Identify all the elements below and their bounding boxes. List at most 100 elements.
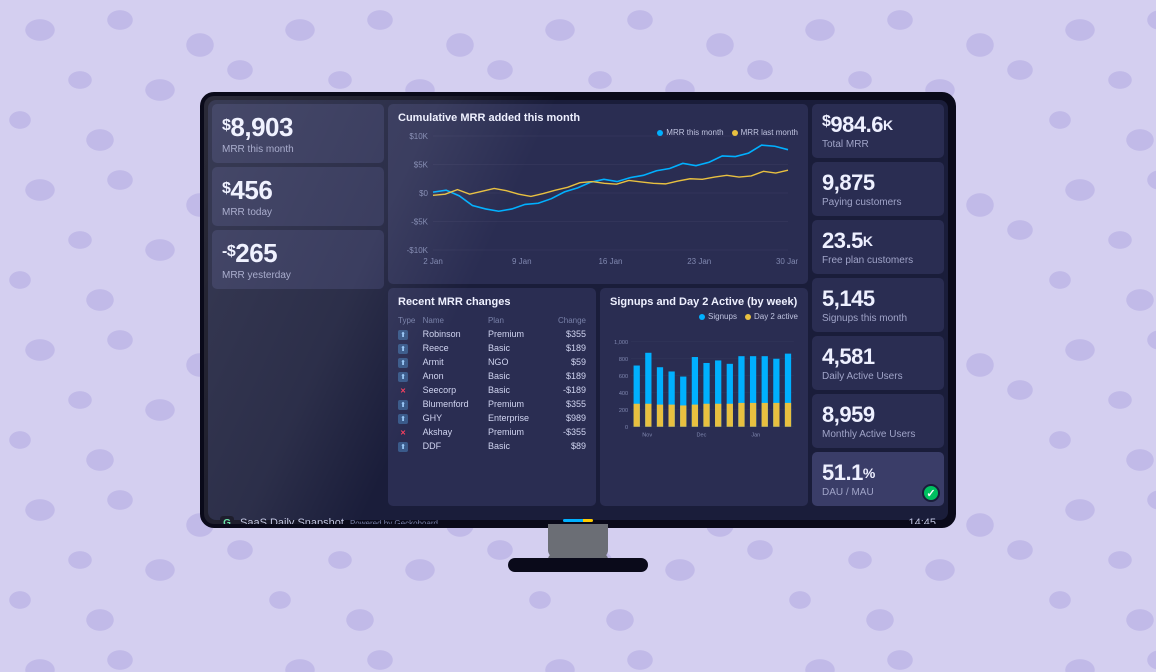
stat-value: -$265 [222, 238, 374, 269]
bar-chart-legend: Signups Day 2 active [699, 312, 798, 321]
right-stat-card: $984.6KTotal MRR [812, 104, 944, 158]
line-chart-legend: MRR this monthMRR last month [657, 128, 798, 137]
svg-text:Jan: Jan [751, 432, 760, 438]
row-plan: Basic [488, 439, 546, 453]
stat-label: Paying customers [822, 197, 934, 208]
row-change: $59 [546, 355, 586, 369]
stat-label: Free plan customers [822, 255, 934, 266]
middle-column: Cumulative MRR added this month MRR this… [388, 104, 808, 506]
line-chart-svg: $10K$5K$0-$5K-$10K2 Jan9 Jan16 Jan23 Jan… [398, 128, 798, 268]
left-stat-card: $8,903MRR this month [212, 104, 384, 163]
stat-label: MRR this month [222, 144, 374, 155]
svg-text:800: 800 [619, 357, 628, 363]
stat-label: Monthly Active Users [822, 429, 934, 440]
stat-label: MRR today [222, 207, 374, 218]
row-change: -$189 [546, 383, 586, 397]
line-chart-card: Cumulative MRR added this month MRR this… [388, 104, 808, 284]
table-row: ⬆AnonBasic$189 [398, 369, 586, 383]
stat-label: DAU / MAU [822, 487, 934, 498]
right-stat-card: 9,875Paying customers [812, 162, 944, 216]
svg-text:16 Jan: 16 Jan [598, 257, 622, 266]
stat-value: 51.1% [822, 460, 934, 486]
right-stat-card: 23.5KFree plan customers [812, 220, 944, 274]
stat-value: 9,875 [822, 170, 934, 196]
geckoboard-logo-icon: G [220, 516, 234, 528]
row-plan: Premium [488, 425, 546, 439]
svg-text:600: 600 [619, 374, 628, 380]
row-plan: Premium [488, 327, 546, 341]
stat-value: 8,959 [822, 402, 934, 428]
table-row: ⬆DDFBasic$89 [398, 439, 586, 453]
legend-item: Signups [699, 312, 737, 321]
change-type-icon: ✕ [398, 386, 408, 396]
left-stat-card: -$265MRR yesterday [212, 230, 384, 289]
stat-label: Daily Active Users [822, 371, 934, 382]
footer-subtitle: Powered by Geckoboard [350, 519, 438, 528]
table-header: Change [546, 314, 586, 327]
footer-time: 14:45 [908, 517, 936, 528]
row-change: -$355 [546, 425, 586, 439]
table-row: ⬆RobinsonPremium$355 [398, 327, 586, 341]
monitor-led-icon [563, 519, 593, 522]
row-change: $989 [546, 411, 586, 425]
svg-text:$10K: $10K [409, 132, 428, 141]
svg-text:30 Jan: 30 Jan [776, 257, 798, 266]
line-chart-title: Cumulative MRR added this month [398, 112, 798, 124]
row-name: Seecorp [423, 383, 488, 397]
check-icon: ✓ [922, 484, 940, 502]
right-stat-card: 8,959Monthly Active Users [812, 394, 944, 448]
right-stat-card: 4,581Daily Active Users [812, 336, 944, 390]
bar-chart-card: Signups and Day 2 Active (by week) Signu… [600, 288, 808, 506]
stat-value: 4,581 [822, 344, 934, 370]
stat-label: Signups this month [822, 313, 934, 324]
row-name: Akshay [423, 425, 488, 439]
footer-title: SaaS Daily Snapshot [240, 517, 344, 528]
change-type-icon: ⬆ [398, 330, 408, 340]
stat-value: $8,903 [222, 112, 374, 143]
monitor-frame: $8,903MRR this month$456MRR today-$265MR… [200, 92, 956, 528]
change-type-icon: ⬆ [398, 358, 408, 368]
svg-text:9 Jan: 9 Jan [512, 257, 532, 266]
row-name: GHY [423, 411, 488, 425]
table-title: Recent MRR changes [398, 296, 586, 308]
svg-text:0: 0 [625, 425, 628, 431]
monitor-stand [528, 524, 628, 570]
row-change: $355 [546, 327, 586, 341]
left-stat-card: $456MRR today [212, 167, 384, 226]
row-plan: Basic [488, 369, 546, 383]
row-name: Armit [423, 355, 488, 369]
table-header: Type [398, 314, 423, 327]
legend-item: Day 2 active [745, 312, 798, 321]
table-header: Plan [488, 314, 546, 327]
svg-text:Dec: Dec [697, 432, 707, 438]
row-change: $189 [546, 341, 586, 355]
table-row: ⬆ArmitNGO$59 [398, 355, 586, 369]
svg-text:$5K: $5K [414, 161, 429, 170]
svg-text:$0: $0 [419, 189, 428, 198]
stat-value: 5,145 [822, 286, 934, 312]
left-column: $8,903MRR this month$456MRR today-$265MR… [212, 104, 384, 506]
stat-label: MRR yesterday [222, 270, 374, 281]
table-row: ✕ SeecorpBasic-$189 [398, 383, 586, 397]
table-row: ✕AkshayPremium-$355 [398, 425, 586, 439]
svg-text:23 Jan: 23 Jan [687, 257, 711, 266]
change-type-icon: ⬆ [398, 414, 408, 424]
dashboard-screen: $8,903MRR this month$456MRR today-$265MR… [208, 100, 948, 520]
row-change: $355 [546, 397, 586, 411]
table-header: Name [423, 314, 488, 327]
row-name: DDF [423, 439, 488, 453]
mrr-changes-card: Recent MRR changes TypeNamePlanChange ⬆R… [388, 288, 596, 506]
row-name: Reece [423, 341, 488, 355]
svg-text:-$5K: -$5K [411, 218, 429, 227]
stat-value: $456 [222, 175, 374, 206]
right-column: $984.6KTotal MRR9,875Paying customers23.… [812, 104, 944, 506]
mrr-table: TypeNamePlanChange ⬆RobinsonPremium$355⬆… [398, 314, 586, 453]
row-plan: Basic [488, 341, 546, 355]
row-plan: Enterprise [488, 411, 546, 425]
stat-value: 23.5K [822, 228, 934, 254]
row-plan: Basic [488, 383, 546, 397]
table-row: ⬆ReeceBasic$189 [398, 341, 586, 355]
stat-value: $984.6K [822, 112, 934, 138]
svg-text:1,000: 1,000 [614, 340, 628, 346]
legend-item: MRR last month [732, 128, 798, 137]
